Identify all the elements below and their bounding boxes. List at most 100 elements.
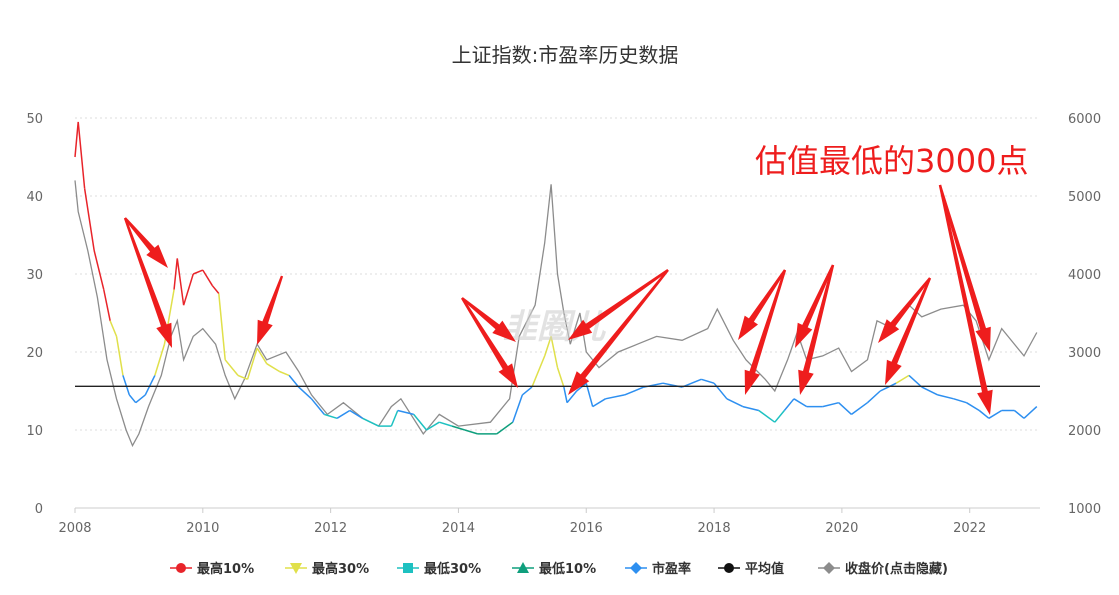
pe-segment bbox=[109, 320, 118, 337]
pe-segment bbox=[988, 409, 1003, 419]
pe-segment bbox=[774, 410, 785, 423]
legend-label: 最高30% bbox=[312, 561, 369, 577]
y-right-tick-label: 2000 bbox=[1068, 424, 1101, 439]
annotation-arrow bbox=[885, 277, 932, 385]
y-left-tick-label: 30 bbox=[26, 268, 43, 283]
annotation-arrow bbox=[795, 264, 835, 348]
legend-label: 最低30% bbox=[424, 561, 481, 577]
pe-segment bbox=[154, 343, 166, 376]
pe-segment bbox=[211, 285, 220, 294]
pe-segment bbox=[413, 413, 428, 431]
x-tick-label: 2016 bbox=[570, 521, 603, 536]
pe-segment bbox=[218, 293, 226, 360]
y-left-tick-label: 20 bbox=[26, 346, 43, 361]
pe-segment bbox=[851, 402, 868, 416]
annotation-arrow bbox=[568, 269, 669, 395]
y-right-tick-label: 5000 bbox=[1068, 190, 1101, 205]
pe-segment bbox=[576, 382, 587, 392]
pe-segment bbox=[783, 398, 795, 411]
pe-segment bbox=[895, 374, 910, 384]
pe-segment bbox=[256, 347, 268, 365]
pe-segment bbox=[921, 386, 939, 396]
pe-segment bbox=[176, 258, 185, 306]
pe-segment bbox=[550, 336, 559, 368]
pe-segment bbox=[390, 410, 399, 427]
legend-marker bbox=[724, 563, 734, 573]
pe-segment bbox=[879, 382, 897, 392]
pe-segment bbox=[192, 269, 204, 275]
annotation-arrow bbox=[798, 264, 835, 395]
pe-segment bbox=[362, 417, 379, 427]
annotation-arrows bbox=[123, 184, 993, 415]
grid bbox=[75, 117, 1040, 509]
pe-segment bbox=[978, 409, 990, 419]
y-right-tick-label: 6000 bbox=[1068, 112, 1101, 127]
x-tick-label: 2022 bbox=[953, 521, 986, 536]
pe-segment bbox=[426, 421, 440, 431]
pe-segment bbox=[336, 409, 351, 419]
pe-segment bbox=[838, 402, 852, 415]
pe-segment bbox=[266, 363, 280, 373]
pe-segment bbox=[128, 394, 137, 404]
pe-segment bbox=[512, 394, 524, 423]
pe-segment bbox=[246, 347, 258, 380]
pe-segment bbox=[237, 374, 248, 380]
pe-segment bbox=[937, 394, 954, 400]
legend-marker bbox=[403, 563, 413, 573]
close-price-line bbox=[74, 180, 1038, 448]
pe-segment bbox=[496, 421, 514, 435]
annotation-text: 估值最低的3000点 bbox=[755, 142, 1028, 180]
annotation-arrow bbox=[738, 269, 786, 340]
pe-segment bbox=[866, 390, 881, 404]
annotation-arrow bbox=[878, 277, 931, 343]
annotation-arrow bbox=[461, 297, 518, 388]
pe-segment bbox=[713, 382, 728, 400]
y-right-tick-label: 3000 bbox=[1068, 346, 1101, 361]
pe-segment bbox=[349, 409, 363, 419]
legend-label: 平均值 bbox=[745, 561, 784, 577]
pe-segment bbox=[701, 378, 715, 384]
pe-segment bbox=[279, 370, 290, 377]
annotation-arrow bbox=[124, 217, 168, 268]
annotation-arrow bbox=[744, 269, 787, 395]
legend: 最高10% 最高30% 最低30% 最低10% 市盈率 平均值 收盘价(点击隐藏) bbox=[170, 561, 948, 577]
x-tick-label: 2010 bbox=[186, 521, 219, 536]
pe-segment bbox=[544, 336, 552, 357]
annotation-arrow bbox=[461, 297, 516, 342]
pe-segment bbox=[439, 421, 453, 427]
pe-segment bbox=[182, 273, 194, 306]
pe-segment bbox=[521, 386, 533, 396]
pe-segment bbox=[93, 250, 105, 290]
pe-segment bbox=[793, 398, 808, 408]
pe-segment bbox=[77, 121, 86, 189]
pe-segment bbox=[556, 367, 565, 388]
pe-segment bbox=[585, 383, 594, 407]
x-tick-label: 2020 bbox=[825, 521, 858, 536]
y-right-tick-label: 4000 bbox=[1068, 268, 1101, 283]
chart-title: 上证指数:市盈率历史数据 bbox=[452, 43, 679, 67]
pe-segment bbox=[173, 258, 178, 290]
pe-segment bbox=[758, 409, 776, 423]
pe-segment bbox=[605, 394, 625, 400]
pe-segment bbox=[144, 375, 156, 396]
pe-segment bbox=[135, 394, 146, 404]
legend-label: 市盈率 bbox=[652, 561, 691, 577]
pe-segment bbox=[742, 405, 759, 412]
pe-segment bbox=[1023, 406, 1038, 419]
pe-segment bbox=[202, 269, 214, 287]
legend-marker bbox=[517, 562, 529, 573]
pe-segment bbox=[1013, 409, 1025, 419]
pe-segment bbox=[451, 425, 466, 431]
y-left-tick-label: 0 bbox=[35, 502, 43, 517]
pe-segment bbox=[298, 386, 312, 400]
pe-segment bbox=[288, 374, 300, 388]
pe-segment bbox=[83, 188, 95, 251]
pe-segment bbox=[397, 409, 414, 416]
pe-segment bbox=[310, 398, 325, 415]
annotation-arrow bbox=[123, 217, 172, 348]
legend-label: 最低10% bbox=[539, 561, 596, 577]
pe-segment bbox=[953, 398, 967, 404]
pe-segment bbox=[726, 398, 744, 408]
legend-label: 最高10% bbox=[197, 561, 254, 577]
